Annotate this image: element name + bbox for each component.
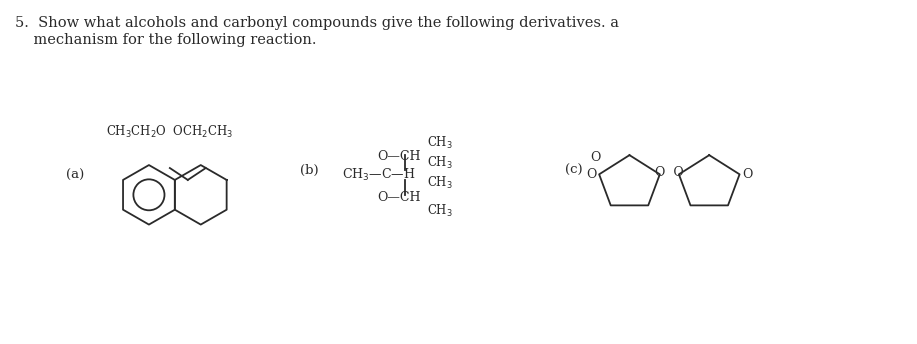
- Text: CH$_3$CH$_2$O  OCH$_2$CH$_3$: CH$_3$CH$_2$O OCH$_2$CH$_3$: [106, 124, 234, 140]
- Text: O—CH: O—CH: [377, 150, 421, 163]
- Text: (b): (b): [301, 163, 319, 176]
- Text: mechanism for the following reaction.: mechanism for the following reaction.: [16, 33, 317, 47]
- Text: CH$_3$: CH$_3$: [427, 135, 453, 151]
- Text: (a): (a): [66, 169, 84, 182]
- Text: CH$_3$: CH$_3$: [427, 175, 453, 191]
- Text: O—CH: O—CH: [377, 191, 421, 204]
- Text: O  O: O O: [655, 166, 684, 179]
- Text: (c): (c): [565, 163, 582, 176]
- Text: O: O: [591, 151, 601, 164]
- Text: O: O: [586, 168, 596, 181]
- Text: O: O: [743, 168, 753, 181]
- Text: 5.  Show what alcohols and carbonyl compounds give the following derivatives. a: 5. Show what alcohols and carbonyl compo…: [16, 16, 619, 30]
- Text: CH$_3$: CH$_3$: [427, 155, 453, 171]
- Text: CH$_3$—C—H: CH$_3$—C—H: [342, 167, 415, 183]
- Text: CH$_3$: CH$_3$: [427, 203, 453, 219]
